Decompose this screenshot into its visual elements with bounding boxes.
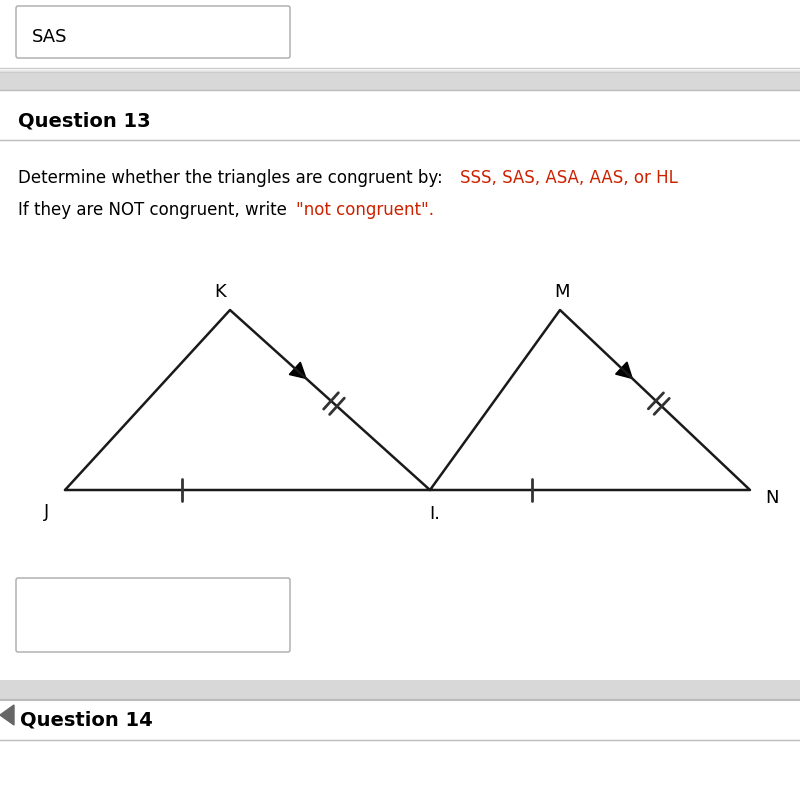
Bar	[0, 0, 800, 70]
Text: K: K	[214, 283, 226, 301]
FancyBboxPatch shape	[16, 6, 290, 58]
Bar	[0, 700, 800, 800]
FancyBboxPatch shape	[16, 578, 290, 652]
Polygon shape	[0, 705, 14, 725]
Bar	[0, 140, 800, 680]
Text: M: M	[554, 283, 570, 301]
Text: Determine whether the triangles are congruent by:: Determine whether the triangles are cong…	[18, 169, 448, 187]
Text: N: N	[766, 489, 778, 507]
Text: I.: I.	[430, 505, 441, 523]
Text: SAS: SAS	[32, 28, 67, 46]
Text: Question 14: Question 14	[20, 710, 153, 730]
Bar	[0, 680, 800, 700]
Polygon shape	[616, 362, 632, 378]
Bar	[0, 72, 800, 90]
Polygon shape	[290, 362, 306, 378]
Text: Question 13: Question 13	[18, 111, 150, 130]
Bar	[0, 90, 800, 140]
Text: SSS, SAS, ASA, AAS, or HL: SSS, SAS, ASA, AAS, or HL	[460, 169, 678, 187]
Text: If they are NOT congruent, write: If they are NOT congruent, write	[18, 201, 292, 219]
Text: "not congruent".: "not congruent".	[296, 201, 434, 219]
Text: J: J	[44, 503, 50, 521]
